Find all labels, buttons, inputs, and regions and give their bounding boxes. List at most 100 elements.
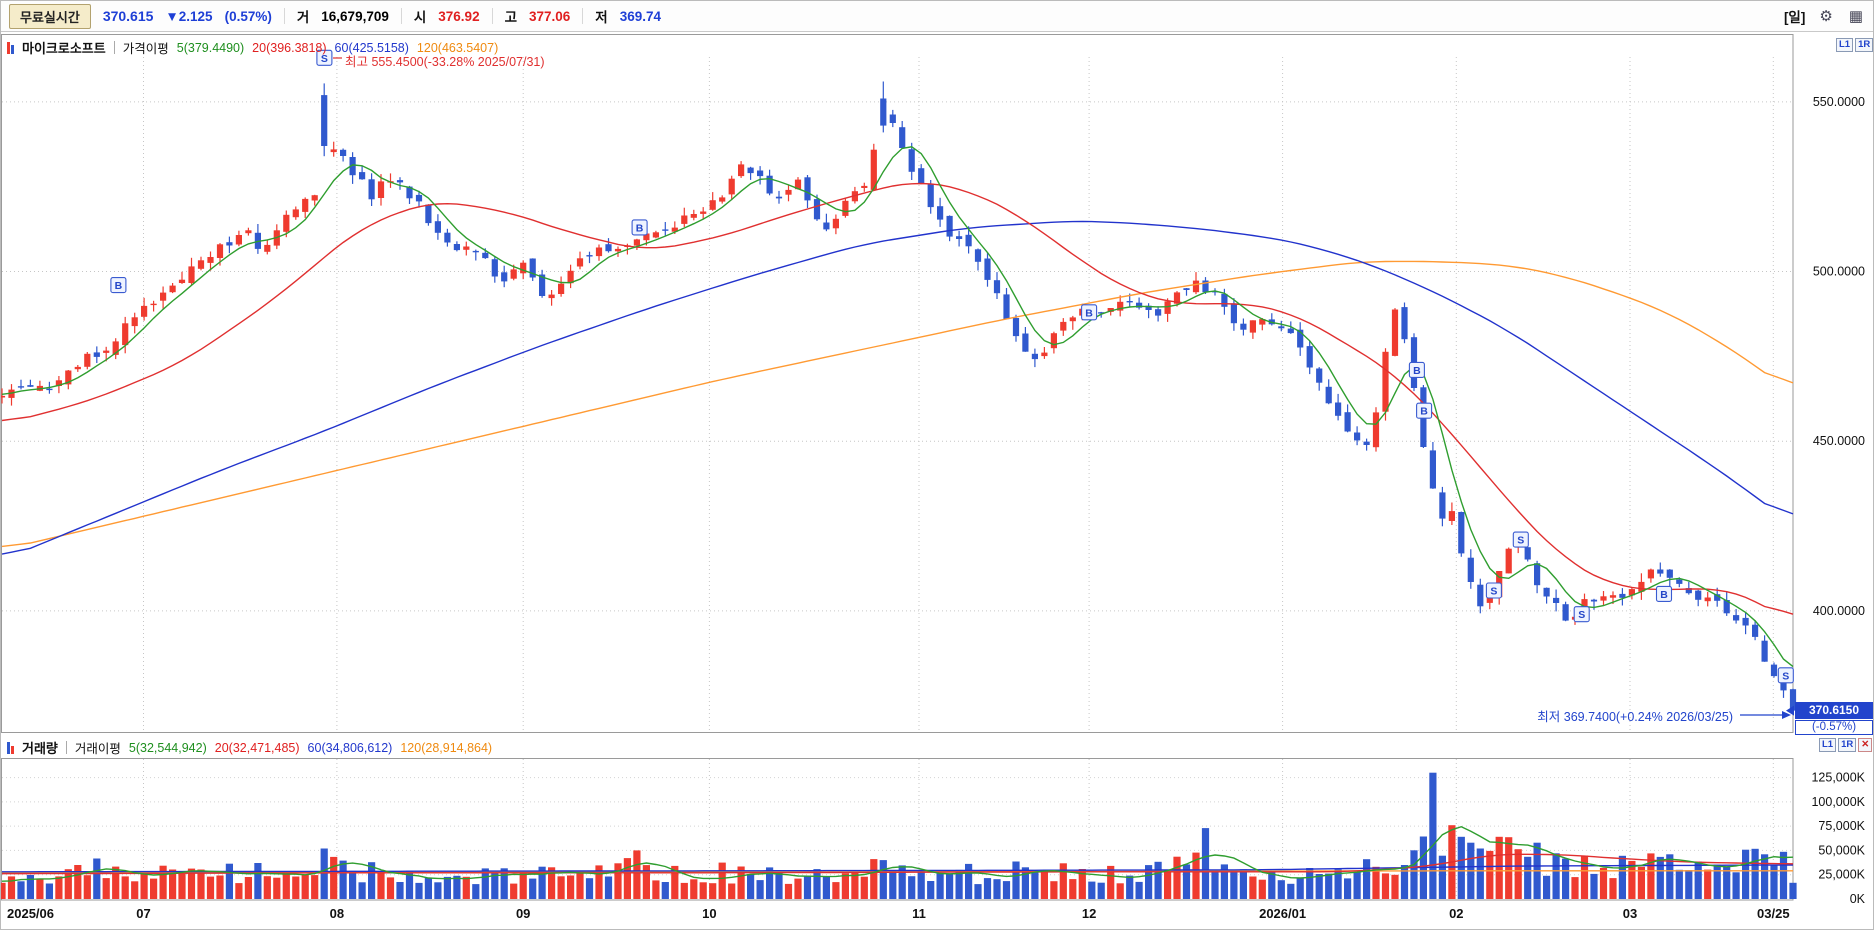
candle-body[interactable] [633, 239, 640, 246]
volume-bar[interactable] [1258, 879, 1266, 899]
volume-bar[interactable] [1059, 863, 1067, 899]
volume-bar[interactable] [159, 865, 167, 899]
candle-body[interactable] [1173, 292, 1181, 304]
volume-bar[interactable] [1637, 866, 1645, 899]
candle-body[interactable] [1136, 302, 1143, 308]
volume-bar[interactable] [993, 879, 1001, 899]
candle-body[interactable] [377, 181, 385, 198]
volume-bar[interactable] [927, 881, 935, 899]
volume-bar[interactable] [26, 875, 34, 899]
candle-body[interactable] [1145, 305, 1152, 310]
candle-body[interactable] [1230, 303, 1237, 324]
volume-bar[interactable] [1145, 865, 1153, 899]
candle-body[interactable] [1553, 597, 1560, 603]
volume-bar[interactable] [1344, 878, 1352, 899]
volume-bar[interactable] [254, 863, 262, 899]
volume-bar[interactable] [1410, 850, 1418, 899]
candle-body[interactable] [813, 199, 821, 220]
candle-body[interactable] [1249, 320, 1256, 333]
volume-bar[interactable] [983, 878, 992, 899]
volume-bar[interactable] [766, 867, 774, 899]
candle-body[interactable] [1354, 432, 1361, 441]
volume-bar[interactable] [1031, 871, 1039, 899]
volume-bar[interactable] [349, 870, 357, 899]
volume-bar[interactable] [1571, 877, 1579, 899]
candle-body[interactable] [1657, 569, 1664, 574]
volume-bar[interactable] [225, 863, 233, 899]
volume-bar[interactable] [206, 876, 215, 899]
candle-body[interactable] [1477, 584, 1484, 607]
volume-close-icon[interactable]: ✕ [1858, 738, 1873, 752]
candle-body[interactable] [302, 198, 309, 212]
volume-bar[interactable] [1609, 878, 1617, 899]
volume-bar[interactable] [1021, 867, 1029, 899]
volume-bar[interactable] [1514, 849, 1522, 899]
candle-body[interactable] [1467, 557, 1474, 582]
candle-body[interactable] [558, 283, 565, 294]
price-scale-left-button[interactable]: L1 [1836, 38, 1854, 52]
candle-body[interactable] [510, 269, 517, 279]
candle-body[interactable] [889, 114, 896, 124]
volume-bar[interactable] [1552, 853, 1560, 899]
volume-bar[interactable] [93, 858, 101, 900]
volume-bar[interactable] [1268, 872, 1276, 899]
volume-bar[interactable] [642, 865, 650, 899]
volume-bar[interactable] [1353, 871, 1361, 899]
candle-body[interactable] [643, 233, 650, 241]
volume-bar[interactable] [1770, 865, 1778, 899]
candle-body[interactable] [1012, 318, 1020, 337]
volume-bar[interactable] [510, 883, 518, 899]
volume-bar[interactable] [17, 881, 25, 899]
volume-bar[interactable] [112, 866, 120, 899]
volume-bar[interactable] [576, 873, 584, 899]
volume-bar[interactable] [424, 877, 432, 900]
volume-bar[interactable] [64, 869, 72, 899]
volume-bar[interactable] [1580, 855, 1589, 899]
volume-bar[interactable] [775, 872, 783, 899]
volume-bar[interactable] [83, 875, 91, 899]
candle-body[interactable] [1733, 615, 1740, 621]
candle-body[interactable] [501, 272, 508, 282]
candle-body[interactable] [27, 385, 34, 387]
candle-body[interactable] [1676, 579, 1683, 584]
volume-bar[interactable] [955, 869, 963, 899]
candle-body[interactable] [1259, 319, 1266, 325]
volume-bar[interactable] [1012, 861, 1020, 900]
volume-bar[interactable] [1723, 866, 1731, 899]
volume-bar[interactable] [377, 871, 385, 900]
candle-body[interactable] [1742, 617, 1749, 626]
volume-bar[interactable] [1315, 874, 1323, 899]
candle-body[interactable] [899, 127, 906, 148]
volume-bar[interactable] [1628, 860, 1636, 899]
candle-body[interactable] [207, 257, 214, 263]
volume-bar[interactable] [1107, 865, 1115, 899]
candle-body[interactable] [984, 258, 991, 280]
volume-bar[interactable] [1126, 875, 1134, 899]
volume-bar[interactable] [1201, 828, 1210, 899]
volume-bar[interactable] [301, 874, 309, 899]
volume-bar[interactable] [946, 873, 954, 899]
candle-body[interactable] [55, 380, 62, 386]
volume-bar[interactable] [965, 863, 973, 899]
volume-bar[interactable] [45, 883, 53, 900]
volume-bar[interactable] [1761, 854, 1769, 899]
candle-body[interactable] [1429, 450, 1436, 489]
candle-body[interactable] [576, 258, 584, 267]
candle-body[interactable] [406, 186, 413, 199]
volume-bar[interactable] [728, 883, 736, 900]
candle-body[interactable] [775, 196, 783, 199]
volume-bar[interactable] [453, 875, 461, 899]
candle-body[interactable] [662, 229, 669, 231]
volume-bar[interactable] [557, 876, 565, 899]
layout-grid-icon[interactable]: ▦ [1848, 8, 1863, 25]
candle-body[interactable] [1666, 569, 1673, 578]
candle-body[interactable] [1126, 301, 1133, 303]
candle-body[interactable] [131, 317, 138, 327]
volume-scale-left-button[interactable]: L1 [1819, 738, 1837, 752]
volume-bar[interactable] [917, 870, 925, 899]
volume-bar[interactable] [131, 881, 139, 899]
candle-body[interactable] [690, 214, 697, 218]
volume-bar[interactable] [784, 883, 793, 899]
volume-bar[interactable] [1363, 859, 1371, 899]
